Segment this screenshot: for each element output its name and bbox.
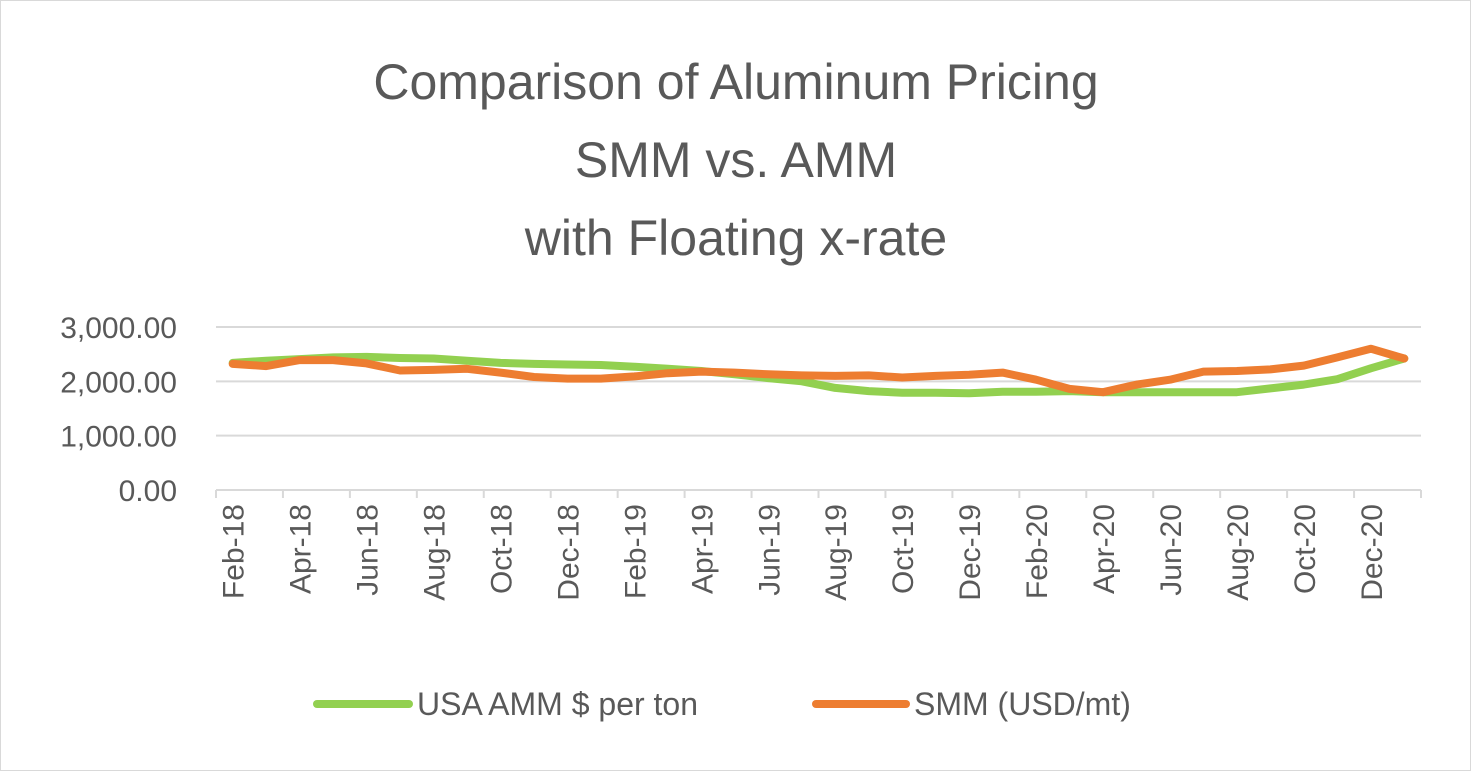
- chart-title-line: Comparison of Aluminum Pricing: [373, 54, 1098, 110]
- x-tick-label: Apr-19: [686, 504, 719, 594]
- x-tick-label: Dec-18: [552, 504, 585, 601]
- x-tick-label: Dec-20: [1356, 504, 1389, 601]
- x-tick-label: Feb-19: [619, 504, 652, 599]
- x-tick-label: Oct-19: [887, 504, 920, 594]
- x-tick-label: Aug-20: [1222, 504, 1255, 601]
- chart-title-line: SMM vs. AMM: [575, 132, 897, 188]
- legend-label: SMM (USD/mt): [914, 686, 1131, 722]
- x-tick-label: Oct-20: [1289, 504, 1322, 594]
- x-tick-label: Jun-20: [1155, 504, 1188, 596]
- x-tick-label: Jun-18: [352, 504, 385, 596]
- x-tick-label: Oct-18: [486, 504, 519, 594]
- y-tick-label: 0.00: [119, 475, 177, 508]
- legend: USA AMM $ per ton SMM (USD/mt): [313, 686, 1131, 722]
- x-tick-label: Jun-19: [753, 504, 786, 596]
- x-tick-label: Aug-18: [419, 504, 452, 601]
- y-tick-label: 2,000.00: [60, 366, 177, 399]
- x-tick-label: Aug-19: [820, 504, 853, 601]
- series-line: [228, 352, 1409, 398]
- x-tick-label: Apr-18: [285, 504, 318, 594]
- chart-title: Comparison of Aluminum Pricing SMM vs. A…: [373, 54, 1098, 266]
- x-tick-label: Apr-20: [1088, 504, 1121, 594]
- x-axis: Feb-18 Apr-18 Jun-18 Aug-18 Oct-18 Dec-18 Feb-…: [215, 489, 1422, 601]
- x-tick-label: Feb-18: [218, 504, 251, 599]
- x-tick-label: Feb-20: [1021, 504, 1054, 599]
- y-tick-label: 3,000.00: [60, 312, 177, 345]
- y-tick-label: 1,000.00: [60, 421, 177, 454]
- y-axis: 0.00 1,000.00 2,000.00 3,000.00: [60, 312, 177, 508]
- plot-area: [228, 344, 1409, 398]
- chart-title-line: with Floating x-rate: [524, 210, 947, 266]
- legend-label: USA AMM $ per ton: [417, 686, 698, 722]
- x-tick-label: Dec-19: [954, 504, 987, 601]
- series-line: [228, 344, 1409, 397]
